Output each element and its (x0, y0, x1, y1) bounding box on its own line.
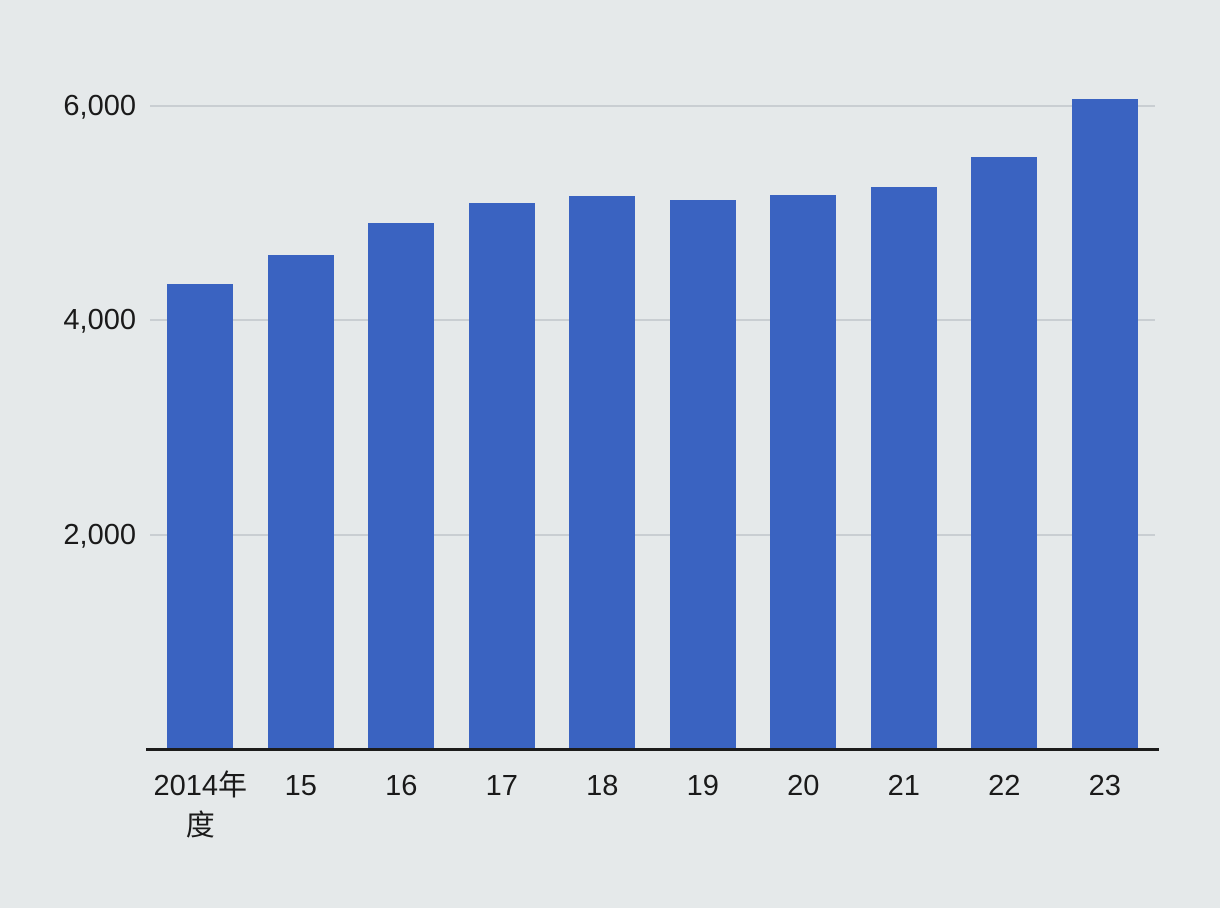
bar-slot (150, 80, 251, 750)
x-tick-label: 21 (854, 766, 955, 846)
x-tick-label-line: 2014年 (153, 770, 247, 802)
bar-slot (854, 80, 955, 750)
bar-22 (971, 157, 1038, 750)
bar-23 (1071, 99, 1138, 750)
x-tick-label: 18 (552, 766, 653, 846)
x-tick-label: 20 (753, 766, 854, 846)
plot-area: 2014年度 15 16 17 18 19 20 21 22 23 2,000 4,000 6,000 (63, 80, 1159, 842)
x-axis-line (146, 748, 1159, 751)
x-tick-label: 17 (452, 766, 553, 846)
bar-16 (368, 222, 435, 750)
gridline (150, 533, 1155, 536)
y-tick-label: 6,000 (63, 89, 136, 122)
bar-20 (770, 194, 837, 750)
x-tick-label-line: 23 (1088, 770, 1121, 802)
bar-slot (251, 80, 352, 750)
y-tick-label: 2,000 (63, 518, 136, 551)
x-tick-label-line: 20 (787, 770, 820, 802)
x-tick-label-line: 度 (185, 810, 215, 842)
x-tick-label-line: 17 (485, 770, 518, 802)
bar-slot (452, 80, 553, 750)
bar-2014年度 (167, 283, 234, 750)
gridline (150, 104, 1155, 107)
bar-slot (653, 80, 754, 750)
x-tick-label-line: 21 (887, 770, 920, 802)
bar-slot (753, 80, 854, 750)
bar-15 (267, 254, 334, 750)
bar-19 (669, 200, 736, 750)
x-tick-label: 22 (954, 766, 1055, 846)
bar-21 (870, 187, 937, 750)
bar-slot (954, 80, 1055, 750)
x-tick-label-line: 16 (385, 770, 418, 802)
y-tick-label: 4,000 (63, 304, 136, 337)
bars-row (150, 80, 1155, 750)
x-tick-label: 23 (1055, 766, 1156, 846)
x-tick-label-line: 22 (988, 770, 1021, 802)
gridline (150, 319, 1155, 322)
bar-18 (569, 195, 636, 750)
x-tick-label: 15 (251, 766, 352, 846)
bar-slot (1055, 80, 1156, 750)
bar-slot (552, 80, 653, 750)
x-tick-label-line: 19 (686, 770, 719, 802)
x-tick-label: 19 (653, 766, 754, 846)
x-tick-label-line: 15 (284, 770, 317, 802)
bar-slot (351, 80, 452, 750)
x-axis-labels: 2014年度 15 16 17 18 19 20 21 22 23 (150, 766, 1155, 846)
x-tick-label: 16 (351, 766, 452, 846)
x-tick-label-line: 18 (586, 770, 619, 802)
x-tick-label: 2014年度 (150, 766, 251, 846)
bar-17 (468, 203, 535, 750)
